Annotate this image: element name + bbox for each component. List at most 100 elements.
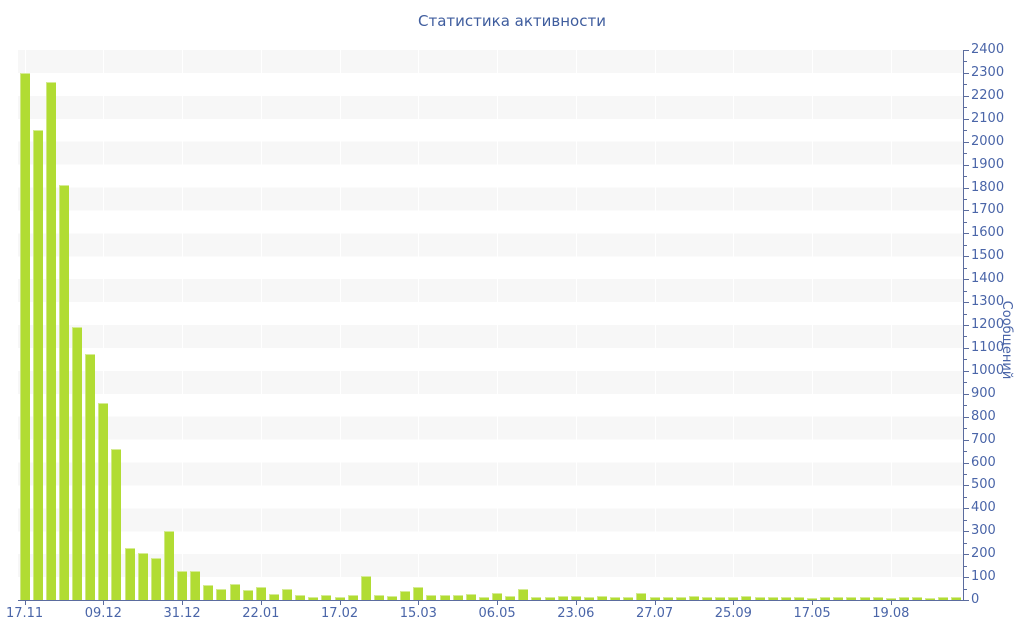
y-axis-minor-tick [964, 519, 967, 521]
y-axis-tick [964, 141, 969, 143]
bar[interactable] [413, 587, 424, 600]
bar[interactable] [229, 584, 240, 600]
bar[interactable] [570, 596, 581, 600]
bar[interactable] [242, 590, 253, 600]
y-axis-tick [964, 393, 969, 395]
bar[interactable] [544, 597, 555, 600]
y-tick-label: 600 [971, 454, 996, 470]
bar[interactable] [216, 589, 227, 600]
y-axis-tick [964, 577, 969, 579]
bar[interactable] [72, 327, 83, 600]
x-axis-tick [497, 601, 499, 605]
x-tick-label: 15.03 [399, 606, 437, 621]
bar[interactable] [518, 589, 529, 600]
bar[interactable] [334, 597, 345, 600]
y-axis-tick [964, 187, 969, 189]
y-tick-label: 300 [971, 523, 996, 539]
bar[interactable] [321, 595, 332, 600]
bar[interactable] [715, 597, 726, 600]
bar[interactable] [807, 598, 818, 600]
bar[interactable] [465, 594, 476, 600]
y-tick-label: 1700 [971, 202, 1005, 218]
bar[interactable] [439, 595, 450, 600]
bar[interactable] [675, 597, 686, 600]
bar[interactable] [177, 571, 188, 600]
bar[interactable] [32, 130, 43, 600]
bar[interactable] [597, 596, 608, 600]
y-tick-label: 1600 [971, 225, 1005, 241]
x-tick-label: 06.05 [478, 606, 516, 621]
bar[interactable] [85, 354, 96, 600]
bar[interactable] [610, 597, 621, 600]
x-axis-tick [182, 601, 184, 605]
bar[interactable] [728, 597, 739, 600]
x-axis-tick [24, 601, 26, 605]
bar[interactable] [347, 595, 358, 600]
y-tick-label: 1800 [971, 179, 1005, 195]
bar[interactable] [387, 596, 398, 600]
bar[interactable] [308, 597, 319, 600]
bar[interactable] [137, 553, 148, 600]
y-axis-minor-tick [964, 382, 967, 384]
x-axis-tick [812, 601, 814, 605]
bar[interactable] [45, 82, 56, 600]
bar[interactable] [58, 185, 69, 600]
y-tick-label: 800 [971, 408, 996, 424]
bar[interactable] [255, 587, 266, 600]
bar[interactable] [833, 597, 844, 600]
y-tick-label: 2100 [971, 110, 1005, 126]
activity-chart: 17.11 09.12 31.12 22.01 17.02 15.03 06.05 23.06… [6, 42, 1004, 621]
bar[interactable] [872, 597, 883, 600]
bar[interactable] [793, 597, 804, 600]
bar[interactable] [150, 558, 161, 600]
bar[interactable] [780, 597, 791, 600]
bar[interactable] [373, 595, 384, 600]
x-axis-tick [260, 601, 262, 605]
y-tick-label: 0 [971, 592, 980, 607]
bar[interactable] [912, 597, 923, 600]
bar[interactable] [951, 597, 962, 600]
bar[interactable] [452, 595, 463, 600]
bar[interactable] [505, 596, 516, 600]
bar[interactable] [111, 449, 122, 600]
bar[interactable] [492, 593, 503, 600]
bar[interactable] [360, 576, 371, 600]
bar[interactable] [203, 585, 214, 600]
bar[interactable] [478, 597, 489, 600]
bar[interactable] [98, 403, 109, 600]
bar[interactable] [846, 597, 857, 600]
y-tick-label: 1900 [971, 156, 1005, 172]
bar[interactable] [426, 595, 437, 600]
bar[interactable] [124, 548, 135, 600]
x-tick-label: 27.07 [635, 606, 674, 621]
bar[interactable] [741, 596, 752, 600]
bar[interactable] [885, 598, 896, 600]
bar[interactable] [163, 531, 174, 600]
bar[interactable] [636, 593, 647, 600]
bar[interactable] [859, 597, 870, 600]
bar[interactable] [623, 597, 634, 600]
bar[interactable] [767, 597, 778, 600]
bar[interactable] [19, 73, 30, 600]
bar[interactable] [898, 597, 909, 600]
bar[interactable] [702, 597, 713, 600]
bar[interactable] [282, 589, 293, 600]
bar[interactable] [688, 596, 699, 600]
bar[interactable] [938, 597, 949, 600]
bar[interactable] [295, 595, 306, 600]
bar[interactable] [925, 598, 936, 600]
x-axis-tick [575, 601, 577, 605]
x-axis-tick [339, 601, 341, 605]
bar[interactable] [268, 594, 279, 600]
bar[interactable] [531, 597, 542, 600]
bar[interactable] [557, 596, 568, 600]
bar[interactable] [820, 597, 831, 600]
bar[interactable] [400, 591, 411, 600]
bar[interactable] [583, 597, 594, 600]
bar[interactable] [649, 597, 660, 600]
x-tick-label: 31.12 [163, 606, 201, 621]
bar[interactable] [190, 571, 201, 600]
x-tick-label: 23.06 [557, 606, 595, 621]
bar[interactable] [662, 597, 673, 600]
bar[interactable] [754, 597, 765, 600]
